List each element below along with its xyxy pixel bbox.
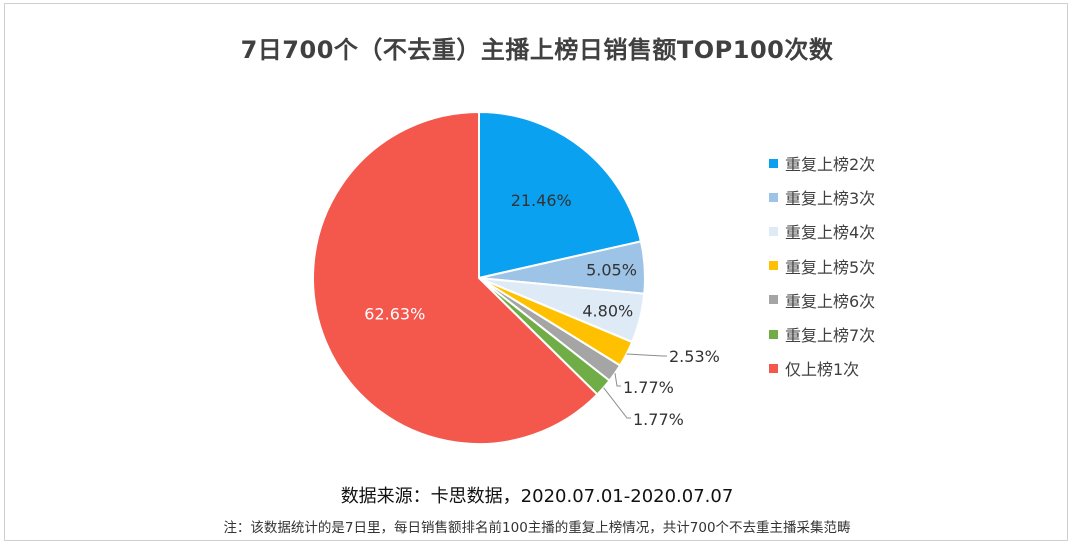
chart-title: 7日700个（不去重）主播上榜日销售额TOP100次数 (240, 36, 834, 64)
leader-line (626, 353, 667, 357)
legend-swatch (769, 363, 778, 373)
slice-value-label: 62.63% (364, 304, 425, 323)
pie-slice (312, 110, 599, 445)
slice-value-label: 5.05% (586, 261, 637, 280)
legend-swatch (769, 158, 778, 168)
legend-swatch (769, 329, 778, 339)
slice-value-label: 1.77% (633, 410, 684, 429)
legend-item: 重复上榜6次 (769, 283, 875, 317)
legend-item: 重复上榜3次 (769, 180, 875, 214)
legend-swatch (769, 226, 778, 236)
chart-legend: 重复上榜2次 重复上榜3次 重复上榜4次 重复上榜5次 重复上榜6次 重复上榜7次 仅上榜1… (769, 146, 875, 385)
data-source-text: 数据来源：卡思数据，2020.07.01-2020.07.07 (340, 486, 734, 507)
legend-label: 重复上榜7次 (785, 326, 876, 346)
legend-item: 仅上榜1次 (769, 351, 875, 385)
legend-item: 重复上榜7次 (769, 317, 875, 351)
footnote-text: 注：该数据统计的是7日里，每日销售额排名前100主播的重复上榜情况，共计700个… (223, 520, 851, 536)
legend-label: 重复上榜6次 (785, 291, 876, 311)
slice-value-label: 1.77% (623, 378, 674, 397)
legend-label: 重复上榜2次 (785, 155, 876, 175)
legend-label: 仅上榜1次 (785, 360, 860, 380)
legend-item: 重复上榜2次 (769, 146, 875, 180)
pie-chart: 21.46% 5.05% 4.80% 2.53% 1.77% 1.77% 62.63% (312, 110, 720, 445)
legend-label: 重复上榜4次 (785, 223, 876, 243)
legend-label: 重复上榜5次 (785, 257, 876, 277)
slice-value-label: 21.46% (511, 191, 572, 210)
leader-line (614, 373, 621, 387)
slice-value-label: 2.53% (669, 347, 720, 366)
legend-swatch (769, 295, 778, 305)
slice-value-label: 4.80% (582, 301, 633, 320)
pie-slice (478, 110, 643, 280)
leader-line (603, 387, 631, 419)
legend-swatch (769, 192, 778, 202)
legend-swatch (769, 261, 778, 271)
legend-label: 重复上榜3次 (785, 189, 876, 209)
legend-item: 重复上榜5次 (769, 249, 875, 283)
chart-frame: 7日700个（不去重）主播上榜日销售额TOP100次数 21.46% 5.05% 4… (4, 3, 1068, 541)
legend-item: 重复上榜4次 (769, 214, 875, 248)
